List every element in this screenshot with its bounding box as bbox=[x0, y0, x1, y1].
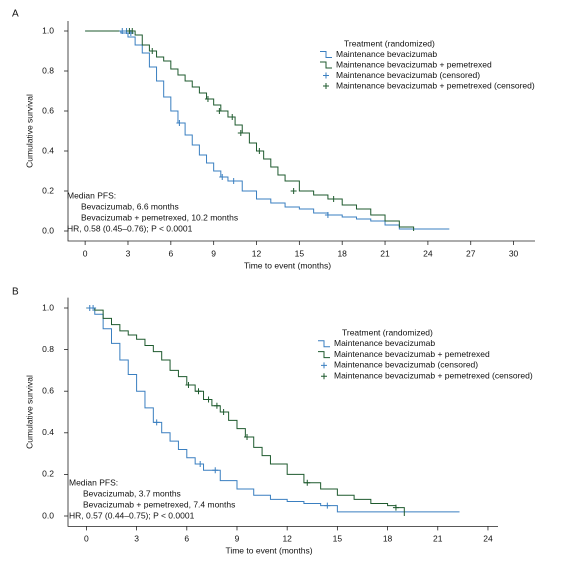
legend-icon bbox=[318, 340, 330, 348]
censor-mark bbox=[304, 479, 311, 486]
survival-line bbox=[85, 30, 415, 231]
y-tick-label: 0.4 bbox=[42, 145, 54, 155]
censor-mark bbox=[176, 120, 183, 126]
censor-mark bbox=[392, 504, 399, 511]
legend-icon bbox=[321, 362, 327, 369]
censor-mark bbox=[216, 108, 223, 114]
legend-label: Maintenance bevacizumab + pemetrexed (ce… bbox=[334, 370, 533, 380]
censor-mark bbox=[256, 148, 263, 154]
censor-mark bbox=[212, 467, 219, 474]
censor-mark bbox=[244, 433, 251, 440]
annotation: Bevacizumab + pemetrexed, 10.2 months bbox=[81, 212, 238, 222]
legend-label: Maintenance bevacizumab (censored) bbox=[336, 70, 480, 80]
censor-mark bbox=[237, 130, 244, 136]
x-tick-label: 12 bbox=[252, 248, 262, 258]
censor-mark bbox=[324, 212, 331, 218]
censor-mark bbox=[219, 174, 226, 180]
x-tick-label: 3 bbox=[134, 534, 139, 544]
x-tick-label: 21 bbox=[380, 248, 390, 258]
legend-icon bbox=[323, 83, 329, 89]
censor-mark bbox=[149, 48, 156, 54]
y-tick-label: 0.4 bbox=[42, 427, 54, 437]
annotation: Median PFS: bbox=[67, 190, 116, 200]
annotation: Bevacizumab, 3.7 months bbox=[83, 488, 181, 498]
axis-line bbox=[67, 21, 535, 242]
legend-label: Maintenance bevacizumab bbox=[334, 338, 435, 348]
annotation: HR, 0.57 (0.44–0.75); P < 0.0001 bbox=[69, 510, 195, 520]
censor-mark bbox=[153, 419, 160, 426]
x-tick-label: 6 bbox=[168, 248, 173, 258]
y-tick-label: 0.6 bbox=[42, 385, 54, 395]
x-tick-label: 15 bbox=[295, 248, 305, 258]
x-tick-label: 9 bbox=[211, 248, 216, 258]
legend-label: Maintenance bevacizumab + pemetrexed (ce… bbox=[336, 80, 535, 90]
legend-icon bbox=[320, 61, 332, 69]
censor-mark bbox=[230, 178, 237, 184]
x-tick-label: 15 bbox=[333, 534, 343, 544]
censor-mark bbox=[324, 502, 331, 509]
survival-line bbox=[86, 307, 460, 513]
panel-label: B bbox=[12, 287, 19, 298]
survival-line bbox=[85, 30, 450, 230]
x-tick-label: 30 bbox=[509, 248, 519, 258]
x-axis-label: Time to event (months) bbox=[225, 546, 312, 556]
censor-mark bbox=[185, 381, 192, 388]
x-tick-label: 9 bbox=[235, 534, 240, 544]
censor-mark bbox=[129, 28, 136, 34]
panel-label: A bbox=[12, 9, 19, 20]
x-tick-label: 3 bbox=[126, 248, 131, 258]
y-tick-label: 0.2 bbox=[42, 185, 54, 195]
y-tick-label: 0.6 bbox=[42, 105, 54, 115]
censor-mark bbox=[90, 305, 97, 311]
x-tick-label: 18 bbox=[337, 248, 347, 258]
annotation: Median PFS: bbox=[69, 477, 118, 487]
x-tick-label: 18 bbox=[383, 534, 393, 544]
x-tick-label: 0 bbox=[83, 248, 88, 258]
x-tick-label: 12 bbox=[282, 534, 292, 544]
y-tick-label: 0.8 bbox=[42, 65, 54, 75]
survival-line bbox=[86, 307, 405, 516]
legend-label: Maintenance bevacizumab + pemetrexed bbox=[336, 59, 492, 69]
legend-icon bbox=[323, 72, 329, 79]
y-tick-label: 0.2 bbox=[42, 469, 54, 479]
x-tick-label: 27 bbox=[466, 248, 476, 258]
censor-mark bbox=[197, 461, 204, 467]
y-tick-label: 1.0 bbox=[42, 25, 54, 35]
y-axis-label: Cumulative survival bbox=[24, 94, 34, 168]
x-tick-label: 0 bbox=[84, 534, 89, 544]
y-tick-label: 0.8 bbox=[42, 344, 54, 354]
annotation: Bevacizumab, 6.6 months bbox=[81, 201, 179, 211]
legend-title: Treatment (randomized) bbox=[342, 327, 433, 337]
x-tick-label: 21 bbox=[433, 534, 443, 544]
censor-mark bbox=[205, 396, 212, 403]
censor-mark bbox=[213, 402, 220, 409]
censor-mark bbox=[220, 409, 227, 415]
legend-label: Maintenance bevacizumab bbox=[336, 49, 437, 59]
legend-label: Maintenance bevacizumab + pemetrexed bbox=[334, 349, 490, 359]
y-tick-label: 0.0 bbox=[42, 225, 54, 235]
annotation: HR, 0.58 (0.45–0.76); P < 0.0001 bbox=[67, 223, 193, 233]
x-axis-label: Time to event (months) bbox=[244, 260, 331, 270]
censor-mark bbox=[204, 96, 211, 102]
legend-icon bbox=[320, 51, 332, 58]
legend-icon bbox=[318, 351, 330, 359]
y-tick-label: 1.0 bbox=[42, 302, 54, 312]
legend-icon bbox=[321, 373, 327, 380]
legend-label: Maintenance bevacizumab (censored) bbox=[334, 360, 478, 370]
x-tick-label: 24 bbox=[483, 534, 493, 544]
censor-mark bbox=[330, 196, 337, 202]
x-tick-label: 6 bbox=[184, 534, 189, 544]
censor-mark bbox=[290, 188, 297, 194]
axis-line bbox=[67, 297, 498, 527]
x-tick-label: 24 bbox=[423, 248, 433, 258]
y-axis-label: Cumulative survival bbox=[24, 375, 34, 449]
censor-mark bbox=[229, 114, 236, 120]
censor-mark bbox=[195, 388, 202, 395]
y-tick-label: 0.0 bbox=[42, 510, 54, 520]
annotation: Bevacizumab + pemetrexed, 7.4 months bbox=[83, 499, 235, 509]
legend-title: Treatment (randomized) bbox=[344, 38, 435, 48]
